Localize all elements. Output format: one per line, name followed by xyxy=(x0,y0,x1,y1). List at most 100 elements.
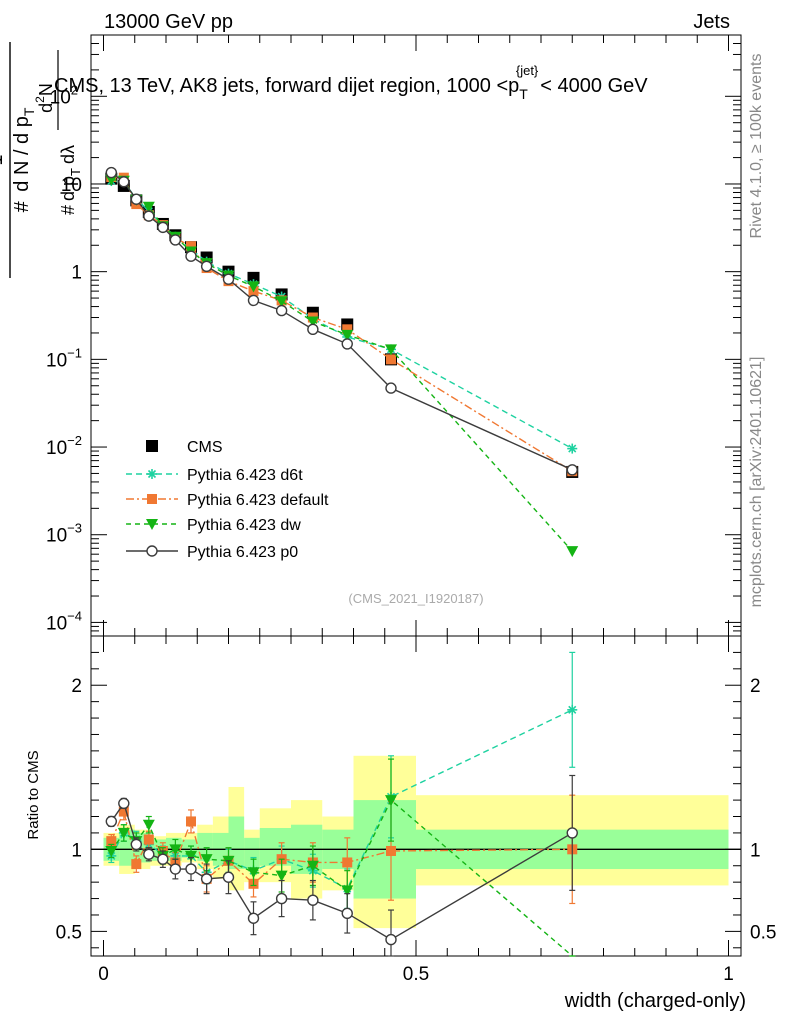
main-y-tick-label: 10−3 xyxy=(46,521,82,547)
x-tick-label: 0 xyxy=(98,964,109,985)
main-point-dw xyxy=(341,329,354,341)
main-point-p0 xyxy=(130,193,143,205)
legend-label-d6t: Pythia 6.423 d6t xyxy=(187,467,303,484)
main-point-p0 xyxy=(385,382,397,394)
ratio-y-tick-label-right: 0.5 xyxy=(750,922,776,943)
main-y-tick-label: 10−4 xyxy=(46,608,82,634)
ratio-point-p0 xyxy=(185,863,197,875)
main-y-tick-label: 10−1 xyxy=(46,345,82,371)
ratio-point-dw xyxy=(169,844,182,856)
ratio-point-default xyxy=(186,816,196,827)
x-tick-label: 1 xyxy=(723,964,734,985)
main-point-p0 xyxy=(157,221,169,234)
ratio-point-default xyxy=(106,836,117,847)
ratio-point-p0 xyxy=(118,797,130,810)
legend-label-dw: Pythia 6.423 dw xyxy=(187,517,301,534)
ratio-point-dw xyxy=(105,845,118,857)
main-point-default xyxy=(386,354,396,365)
ratio-point-dw xyxy=(185,850,197,862)
ratio-point-p0 xyxy=(130,838,143,851)
ratio-point-p0 xyxy=(222,871,235,883)
main-series-layer xyxy=(105,166,579,558)
ratio-point-p0 xyxy=(105,815,118,828)
main-point-default xyxy=(186,241,196,252)
main-y-tick-labels: 102 10 1 10−1 10−2 10−3 10−4 xyxy=(46,82,82,634)
main-point-d6t xyxy=(567,443,578,454)
main-point-dw xyxy=(385,344,397,356)
main-point-p0 xyxy=(169,234,182,246)
svg-text:d2N: d2N xyxy=(33,83,56,113)
main-y-tick-label: 10−2 xyxy=(46,433,82,459)
ratio-point-p0 xyxy=(385,933,397,946)
ratio-point-dw xyxy=(142,819,155,831)
ratio-point-dw xyxy=(247,867,260,879)
main-point-p0 xyxy=(118,176,130,188)
ratio-point-dw xyxy=(117,827,130,839)
legend-label-default: Pythia 6.423 default xyxy=(187,492,329,509)
main-point-p0 xyxy=(247,294,260,307)
mcplots-note: mcplots.cern.ch [arXiv:2401.10621] xyxy=(748,357,765,608)
main-point-d6t-stroke xyxy=(568,444,577,453)
header-process: Jets xyxy=(693,11,730,33)
ratio-y-tick-label: 0.5 xyxy=(56,922,82,943)
main-y-tick-label: 102 xyxy=(50,82,78,108)
ratio-y-tick-label: 1 xyxy=(71,840,82,861)
ratio-point-d6t xyxy=(567,704,578,715)
ratio-point-dw xyxy=(306,860,319,872)
ratio-band-green xyxy=(244,837,260,870)
ratio-y-tick-label-right: 1 xyxy=(750,840,761,861)
legend-label-cms: CMS xyxy=(187,439,223,456)
x-tick-label: 0.5 xyxy=(403,964,429,985)
ratio-point-default xyxy=(342,857,353,868)
ratio-point-default xyxy=(118,806,129,817)
main-point-p0 xyxy=(105,166,118,179)
ratio-point-dw xyxy=(275,870,288,882)
ratio-series-layer xyxy=(105,651,578,957)
ratio-point-p0 xyxy=(247,912,260,924)
main-ylabel: # d N / d pT 1 #d pTdλ d2N xyxy=(0,42,83,278)
ratio-point-p0 xyxy=(200,873,213,885)
legend-marker-dw xyxy=(146,519,158,530)
main-point-dw xyxy=(566,546,579,558)
ratio-point-default xyxy=(131,859,142,870)
main-point-default xyxy=(342,324,353,335)
chart-title: CMS, 13 TeV, AK8 jets, forward dijet reg… xyxy=(54,63,648,102)
main-point-p0 xyxy=(307,323,319,336)
ratio-point-p0 xyxy=(341,907,353,920)
ratio-ylabel: Ratio to CMS xyxy=(25,750,42,839)
ratio-point-p0 xyxy=(157,853,169,865)
main-point-dw xyxy=(306,316,319,328)
legend-label-p0: Pythia 6.423 p0 xyxy=(187,544,298,561)
ratio-axis-ticks: 0 0.5 1 2 2 1 1 0.5 0.5 xyxy=(56,636,776,985)
ratio-point-p0 xyxy=(307,894,319,906)
ratio-point-p0 xyxy=(275,892,288,905)
rivet-note: Rivet 4.1.0, ≥ 100k events xyxy=(748,54,765,239)
dataset-id: (CMS_2021_I1920187) xyxy=(348,591,483,606)
svg-text:1: 1 xyxy=(0,154,7,165)
ratio-point-p0 xyxy=(143,848,155,860)
ratio-y-tick-label-right: 2 xyxy=(750,676,761,697)
ratio-point-d6t-stroke xyxy=(568,705,577,714)
header-energy: 13000 GeV pp xyxy=(104,11,233,33)
main-point-p0 xyxy=(341,338,353,350)
ratio-y-tick-label: 2 xyxy=(71,676,82,697)
ratio-point-default xyxy=(143,834,154,845)
xlabel: width (charged-only) xyxy=(564,990,746,1012)
main-point-p0 xyxy=(275,304,288,317)
svg-text:# d N / d pT: # d N / d pT xyxy=(11,107,37,212)
main-point-dw xyxy=(142,201,155,213)
main-point-p0 xyxy=(566,464,578,476)
main-point-p0 xyxy=(185,250,197,262)
ratio-band-green xyxy=(197,832,213,861)
main-y-tick-label: 1 xyxy=(71,263,82,284)
ratio-point-dw xyxy=(341,885,354,897)
legend-marker-cms xyxy=(146,440,158,452)
main-point-p0 xyxy=(200,260,213,273)
main-point-p0 xyxy=(222,273,235,285)
legend-marker-default xyxy=(147,494,157,504)
legend: CMS Pythia 6.423 d6t Pythia 6.423 defaul… xyxy=(126,439,329,561)
legend-marker-p0 xyxy=(146,545,158,557)
main-point-p0 xyxy=(143,210,155,222)
legend-marker-d6t xyxy=(147,469,157,479)
